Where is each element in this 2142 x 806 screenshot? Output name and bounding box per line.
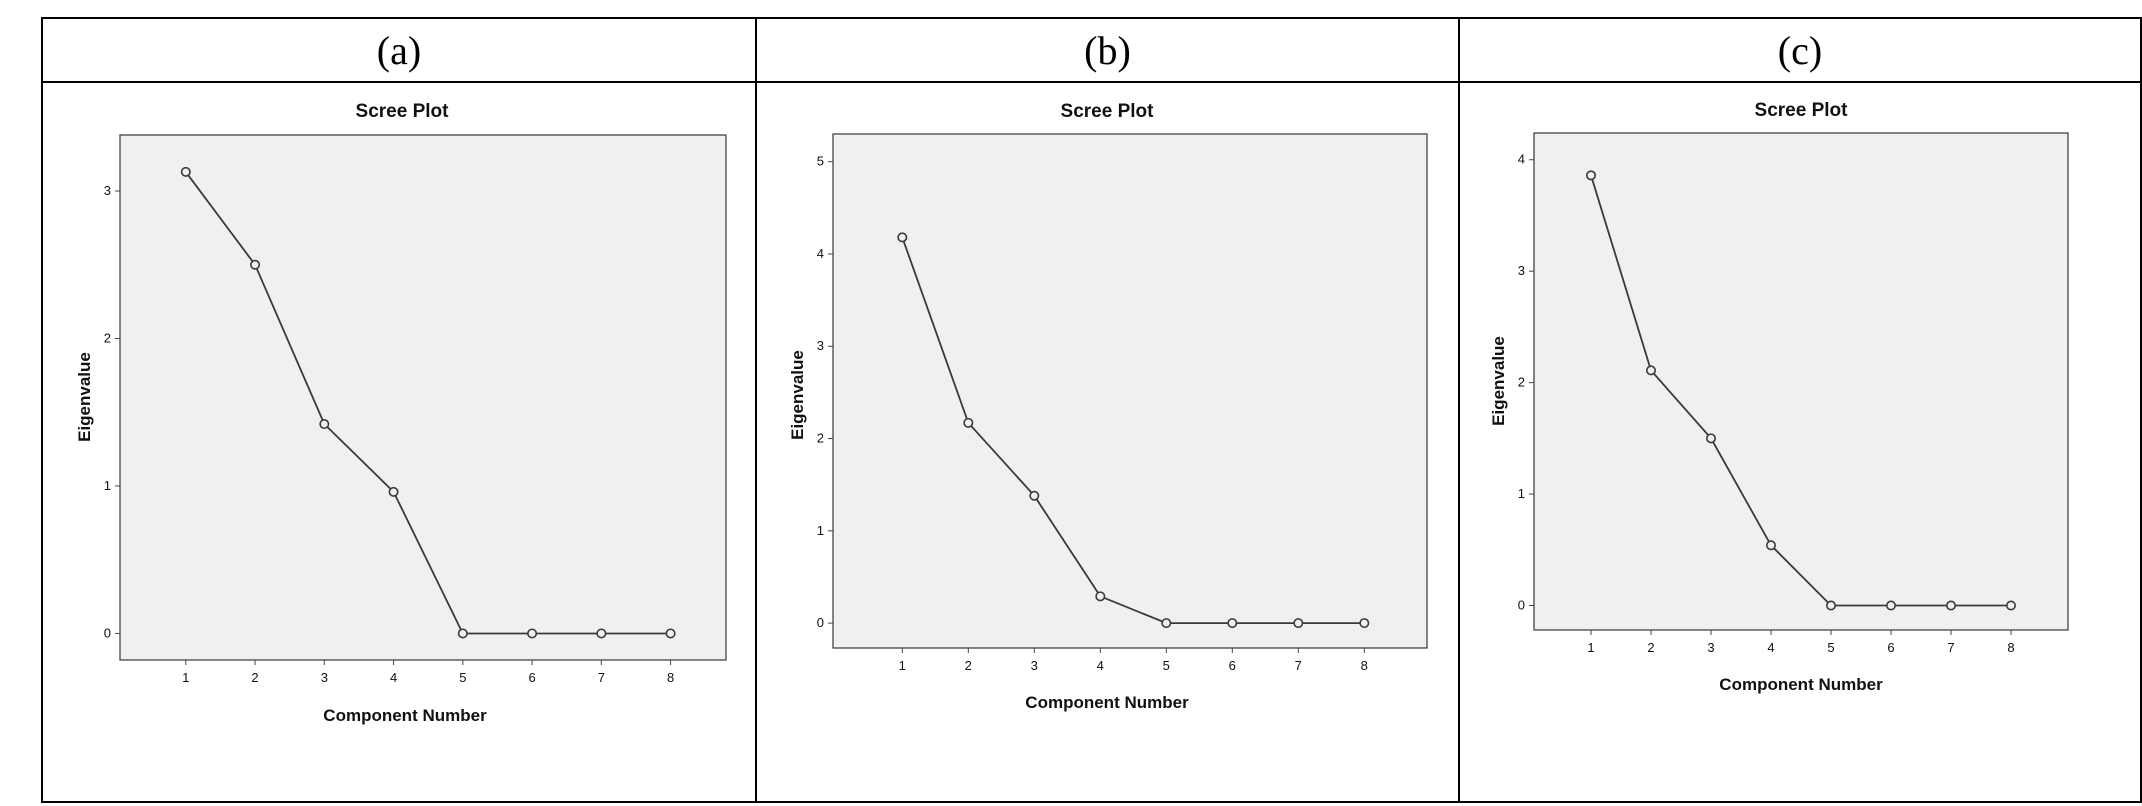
data-point bbox=[1646, 365, 1657, 376]
x-tick-label: 5 bbox=[1827, 640, 1834, 655]
chart-title: Scree Plot bbox=[1755, 100, 1849, 121]
data-point bbox=[1227, 618, 1238, 629]
y-tick-label: 3 bbox=[817, 338, 824, 353]
data-point bbox=[388, 486, 399, 497]
data-point bbox=[897, 232, 908, 243]
panel-b: Scree Plot Component Number Eigenvalue 0 1 2 3… bbox=[755, 81, 1460, 803]
x-tick-label: 8 bbox=[667, 670, 674, 685]
x-tick-label: 4 bbox=[1767, 640, 1774, 655]
y-tick-label: 5 bbox=[817, 154, 824, 169]
scree-plot-b: Scree Plot Component Number Eigenvalue 0 1 2 3… bbox=[788, 101, 1428, 712]
y-axis-label: Eigenvalue bbox=[788, 350, 807, 440]
data-point bbox=[1706, 433, 1717, 444]
panel-label-b: (b) bbox=[755, 17, 1460, 83]
y-axis-label: Eigenvalue bbox=[1489, 336, 1508, 426]
data-point bbox=[2005, 600, 2016, 611]
figure-table: (a) (b) (c) Scree Plot Component Number Ei… bbox=[41, 17, 2142, 803]
scree-plot-a: Scree Plot Component Number Eigenvalue 0 1 2 3… bbox=[75, 101, 727, 725]
data-point bbox=[457, 628, 468, 639]
series-line bbox=[1590, 175, 2011, 607]
plot-area bbox=[119, 134, 727, 661]
y-tick-label: 0 bbox=[104, 625, 111, 640]
y-tick-label: 1 bbox=[817, 523, 824, 538]
y-axis-label: Eigenvalue bbox=[75, 352, 94, 442]
data-point bbox=[1095, 591, 1106, 602]
x-tick-label: 6 bbox=[1887, 640, 1894, 655]
data-point bbox=[963, 417, 974, 428]
y-tick-label: 3 bbox=[1518, 263, 1525, 278]
x-tick-label: 6 bbox=[1229, 658, 1236, 673]
x-tick-label: 4 bbox=[1097, 658, 1104, 673]
plot-area bbox=[1533, 132, 2069, 631]
x-tick-label: 1 bbox=[899, 658, 906, 673]
data-point bbox=[1885, 600, 1896, 611]
panel-a: Scree Plot Component Number Eigenvalue 0 1 2 3… bbox=[41, 81, 757, 803]
x-tick-label: 5 bbox=[459, 670, 466, 685]
scree-plot-c: Scree Plot Component Number Eigenvalue 0 1 2 3… bbox=[1489, 100, 2069, 694]
data-point bbox=[1825, 600, 1836, 611]
x-tick-label: 3 bbox=[321, 670, 328, 685]
y-tick-label: 3 bbox=[104, 183, 111, 198]
chart-title: Scree Plot bbox=[356, 101, 450, 122]
x-tick-label: 7 bbox=[1295, 658, 1302, 673]
x-tick-label: 2 bbox=[965, 658, 972, 673]
data-point bbox=[180, 166, 191, 177]
x-tick-label: 8 bbox=[2007, 640, 2014, 655]
data-point bbox=[527, 628, 538, 639]
data-point bbox=[319, 419, 330, 430]
chart-title: Scree Plot bbox=[1061, 101, 1155, 122]
series-line bbox=[901, 237, 1365, 624]
panel-label-c: (c) bbox=[1458, 17, 2142, 83]
data-point bbox=[665, 628, 676, 639]
x-tick-label: 5 bbox=[1163, 658, 1170, 673]
x-tick-label: 4 bbox=[390, 670, 397, 685]
x-tick-label: 7 bbox=[1947, 640, 1954, 655]
x-tick-label: 3 bbox=[1707, 640, 1714, 655]
data-point bbox=[596, 628, 607, 639]
data-point bbox=[250, 259, 261, 270]
data-point bbox=[1161, 618, 1172, 629]
data-point bbox=[1765, 540, 1776, 551]
x-tick-label: 1 bbox=[1587, 640, 1594, 655]
y-tick-label: 1 bbox=[104, 478, 111, 493]
y-tick-label: 4 bbox=[1518, 152, 1525, 167]
data-point bbox=[1586, 170, 1597, 181]
data-point bbox=[1029, 490, 1040, 501]
panel-label-a: (a) bbox=[41, 17, 757, 83]
x-tick-label: 8 bbox=[1361, 658, 1368, 673]
x-tick-label: 1 bbox=[182, 670, 189, 685]
panel-c: Scree Plot Component Number Eigenvalue 0 1 2 3… bbox=[1458, 81, 2142, 803]
x-tick-label: 2 bbox=[1647, 640, 1654, 655]
plot-area bbox=[832, 133, 1428, 649]
y-tick-label: 0 bbox=[817, 615, 824, 630]
x-axis-label: Component Number bbox=[1025, 693, 1189, 712]
y-tick-label: 4 bbox=[817, 246, 824, 261]
y-tick-label: 2 bbox=[104, 331, 111, 346]
x-tick-label: 2 bbox=[251, 670, 258, 685]
x-tick-label: 6 bbox=[528, 670, 535, 685]
data-point bbox=[1293, 618, 1304, 629]
y-tick-label: 2 bbox=[817, 431, 824, 446]
y-tick-label: 1 bbox=[1518, 486, 1525, 501]
x-axis-label: Component Number bbox=[1719, 675, 1883, 694]
x-tick-label: 7 bbox=[598, 670, 605, 685]
x-tick-label: 3 bbox=[1031, 658, 1038, 673]
y-tick-label: 0 bbox=[1518, 597, 1525, 612]
data-point bbox=[1945, 600, 1956, 611]
data-point bbox=[1359, 618, 1370, 629]
x-axis-label: Component Number bbox=[323, 706, 487, 725]
y-tick-label: 2 bbox=[1518, 375, 1525, 390]
series-line bbox=[185, 171, 671, 635]
